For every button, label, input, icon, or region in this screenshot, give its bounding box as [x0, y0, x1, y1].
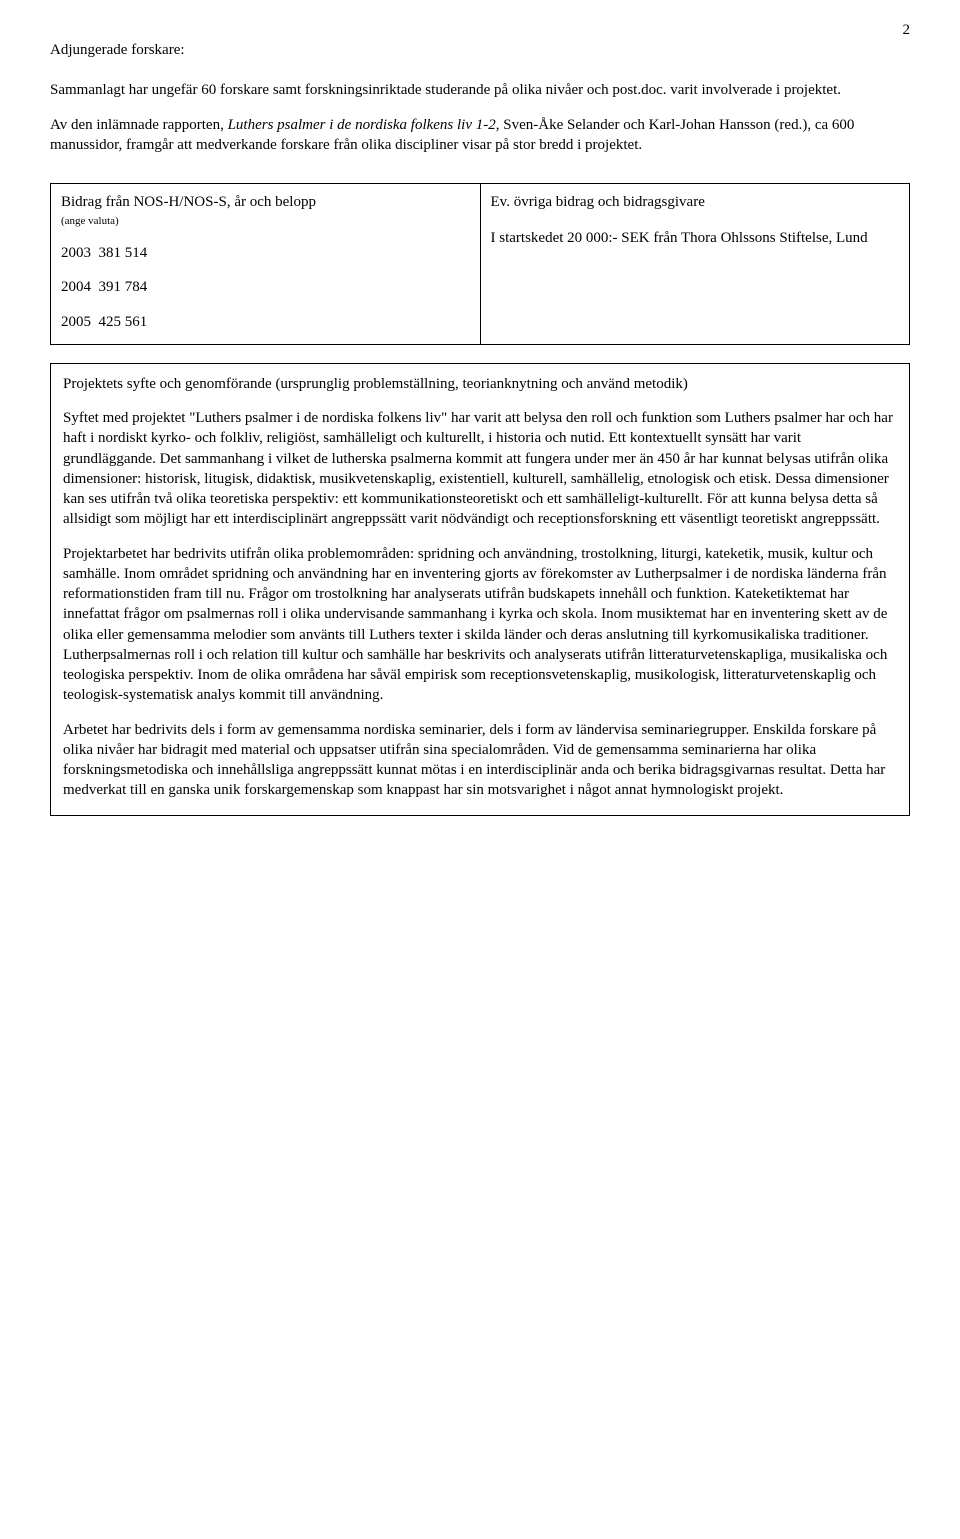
body-paragraph-4: Arbetet har bedrivits dels i form av gem… [63, 720, 897, 801]
funding-table: Bidrag från NOS-H/NOS-S, år och belopp (… [50, 183, 910, 345]
body-paragraph-1: Projektets syfte och genomförande (urspr… [63, 374, 897, 394]
document-page: 2 Adjungerade forskare: Sammanlagt har u… [0, 0, 960, 876]
funding-amount: 381 514 [99, 245, 148, 261]
intro-heading: Adjungerade forskare: [50, 40, 910, 60]
funding-amount: 425 561 [99, 314, 148, 330]
funding-year: 2004 [61, 279, 91, 295]
main-text-box: Projektets syfte och genomförande (urspr… [50, 363, 910, 816]
body-paragraph-2: Syftet med projektet "Luthers psalmer i … [63, 408, 897, 530]
funding-left-title: Bidrag från NOS-H/NOS-S, år och belopp [61, 192, 470, 212]
funding-right-title: Ev. övriga bidrag och bidragsgivare [491, 192, 900, 212]
funding-row: 2004 391 784 [61, 277, 470, 297]
funding-row: 2003 381 514 [61, 243, 470, 263]
funding-amount: 391 784 [99, 279, 148, 295]
intro-paragraph-1: Sammanlagt har ungefär 60 forskare samt … [50, 80, 910, 100]
body-paragraph-3: Projektarbetet har bedrivits utifrån oli… [63, 544, 897, 706]
page-number: 2 [903, 20, 911, 40]
funding-left-note: (ange valuta) [61, 214, 470, 229]
intro-paragraph-2: Av den inlämnade rapporten, Luthers psal… [50, 115, 910, 156]
intro-p2-italic: Luthers psalmer i de nordiska folkens li… [228, 117, 496, 133]
intro-p2-prefix: Av den inlämnade rapporten, [50, 117, 228, 133]
funding-row: 2005 425 561 [61, 312, 470, 332]
funding-year: 2003 [61, 245, 91, 261]
funding-left-cell: Bidrag från NOS-H/NOS-S, år och belopp (… [51, 184, 481, 345]
funding-right-text: I startskedet 20 000:- SEK från Thora Oh… [491, 228, 900, 248]
funding-year: 2005 [61, 314, 91, 330]
funding-right-cell: Ev. övriga bidrag och bidragsgivare I st… [480, 184, 910, 345]
